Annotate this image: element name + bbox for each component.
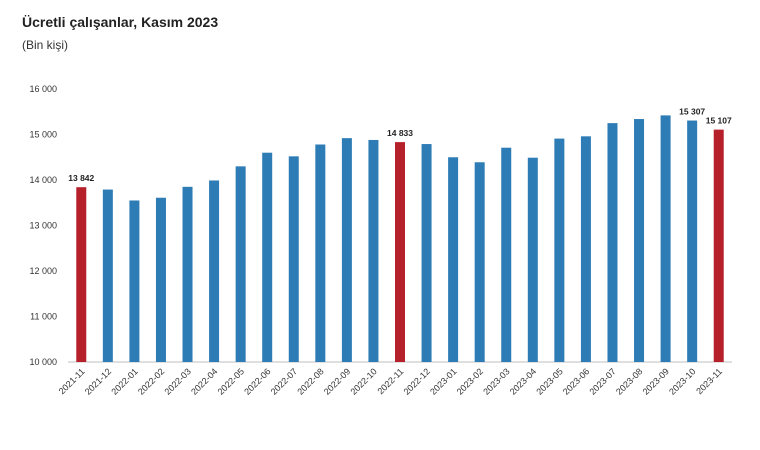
bar-2022-08 (315, 144, 326, 362)
data-label-2022-11: 14 833 (387, 128, 413, 138)
chart-subtitle: (Bin kişi) (22, 38, 69, 52)
bar-2023-03 (501, 147, 512, 362)
x-tick-label: 2022-06 (242, 366, 272, 396)
chart-title: Ücretli çalışanlar, Kasım 2023 (22, 14, 219, 30)
data-label-2021-11: 13 842 (68, 173, 94, 183)
bar-2022-01 (129, 200, 140, 362)
bar-2023-01 (448, 157, 459, 362)
bar-2023-08 (634, 119, 645, 362)
bar-2022-11 (395, 142, 405, 362)
y-tick-label: 11 000 (30, 312, 57, 322)
bar-2021-11 (76, 187, 87, 362)
x-tick-label: 2022-01 (109, 366, 139, 396)
bar-2023-11 (713, 129, 724, 362)
x-tick-label: 2023-07 (587, 366, 617, 396)
x-tick-label: 2021-12 (83, 366, 113, 396)
x-tick-label: 2022-08 (295, 366, 325, 396)
bar-2023-09 (660, 115, 671, 362)
x-tick-label: 2022-07 (269, 366, 299, 396)
bar-2022-09 (341, 138, 352, 362)
x-tick-label: 2022-11 (375, 366, 405, 396)
data-label-2023-11: 15 107 (706, 116, 732, 126)
bar-2022-05 (235, 166, 246, 362)
bar-2022-04 (209, 180, 220, 362)
bar-2022-02 (155, 197, 166, 362)
bar-2021-12 (102, 189, 113, 362)
data-label-2023-10: 15 307 (679, 107, 705, 117)
x-tick-label: 2023-09 (641, 366, 671, 396)
y-tick-label: 14 000 (29, 175, 57, 185)
x-tick-label: 2022-04 (189, 366, 219, 396)
x-tick-label: 2023-06 (561, 366, 591, 396)
y-tick-label: 15 000 (29, 130, 57, 140)
bar-2022-03 (182, 186, 193, 362)
bar-2022-07 (288, 156, 299, 362)
y-tick-label: 10 000 (29, 357, 57, 367)
x-tick-label: 2023-02 (455, 366, 485, 396)
bar-2023-02 (474, 162, 485, 362)
y-tick-label: 16 000 (29, 84, 57, 94)
x-tick-label: 2023-05 (534, 366, 564, 396)
x-tick-label: 2023-08 (614, 366, 644, 396)
y-tick-label: 13 000 (29, 221, 57, 231)
bar-2023-07 (607, 123, 618, 362)
bar-2022-12 (421, 144, 432, 362)
x-tick-label: 2023-11 (694, 366, 724, 396)
bar-2022-06 (262, 152, 273, 362)
x-tick-label: 2021-11 (57, 366, 87, 396)
x-tick-label: 2023-01 (428, 366, 458, 396)
bar-2023-04 (527, 157, 538, 362)
x-tick-label: 2023-03 (481, 366, 511, 396)
x-tick-label: 2022-09 (322, 366, 352, 396)
x-tick-label: 2023-10 (667, 366, 697, 396)
y-tick-label: 12 000 (29, 266, 57, 276)
x-tick-label: 2023-04 (508, 366, 538, 396)
x-tick-label: 2022-12 (402, 366, 432, 396)
bar-2023-05 (554, 138, 565, 362)
x-tick-label: 2022-05 (216, 366, 246, 396)
x-tick-label: 2022-02 (136, 366, 166, 396)
x-tick-label: 2022-10 (348, 366, 378, 396)
bar-2022-10 (368, 139, 379, 362)
x-tick-label: 2022-03 (163, 366, 193, 396)
bar-2023-06 (580, 136, 591, 362)
bar-2023-10 (687, 120, 698, 363)
